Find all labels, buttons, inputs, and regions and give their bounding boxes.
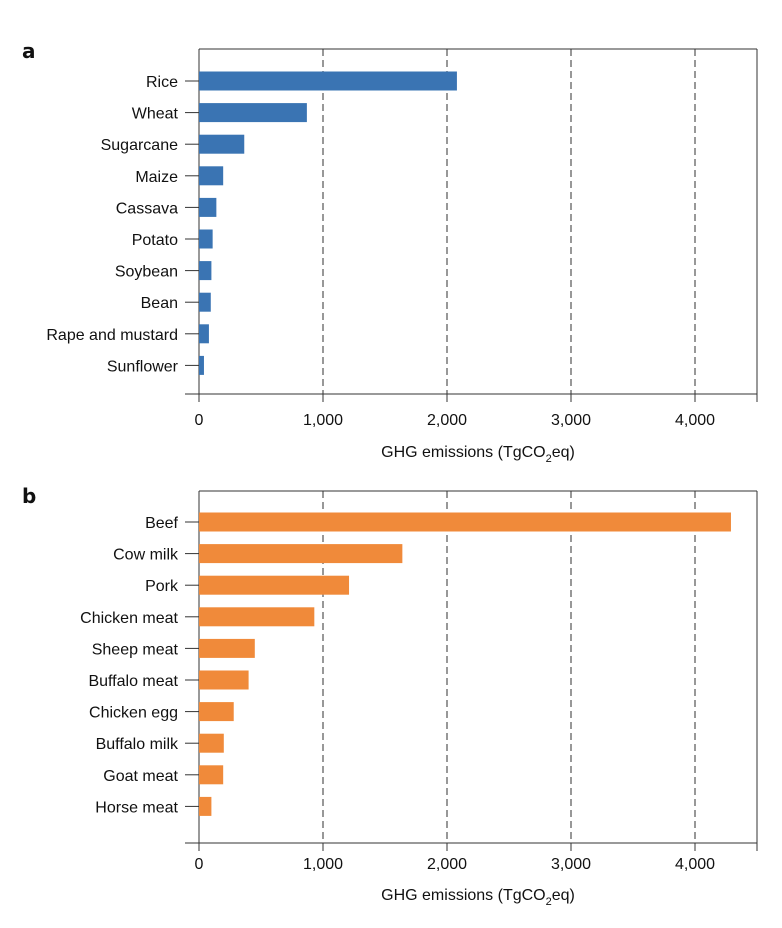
b-bar-1 [199, 544, 403, 564]
panel-b-chart: b 0 1,000 2,000 3,000 4,000 Beef Cow milk Pork C… [22, 484, 758, 908]
a-bar-8 [199, 324, 209, 344]
a-bar-7 [199, 292, 211, 312]
b-bar-7 [199, 733, 224, 753]
a-category-label-9: Sunflower [107, 358, 179, 375]
b-bar-5 [199, 670, 249, 690]
b-bar-0 [199, 512, 731, 532]
a-category-label-5: Potato [132, 232, 178, 249]
b-category-label-3: Chicken meat [80, 610, 178, 627]
b-bar-4 [199, 638, 255, 658]
b-category-label-7: Buffalo milk [96, 736, 179, 753]
b-bar-3 [199, 607, 315, 627]
b-category-label-2: Pork [145, 578, 179, 595]
a-bar-6 [199, 261, 212, 281]
b-category-label-9: Horse meat [95, 799, 178, 816]
b-bar-8 [199, 765, 224, 785]
b-x-axis-title-main: GHG emissions (TgCO [381, 887, 545, 904]
a-x-tick-label-1: 1,000 [303, 412, 343, 429]
a-category-label-4: Cassava [116, 200, 178, 217]
a-bar-9 [199, 355, 204, 375]
a-bar-2 [199, 134, 245, 154]
a-x-axis-title: GHG emissions (TgCO2eq) [381, 444, 575, 465]
b-x-tick-label-4: 4,000 [675, 856, 715, 873]
b-x-tick-label-2: 2,000 [427, 856, 467, 873]
b-x-axis-title-tail: eq) [552, 887, 575, 904]
a-x-tick-label-0: 0 [195, 412, 204, 429]
b-x-tick-label-3: 3,000 [551, 856, 591, 873]
b-bar-6 [199, 702, 234, 722]
a-x-axis-title-main: GHG emissions (TgCO [381, 444, 545, 461]
a-bar-0 [199, 71, 457, 91]
a-bar-4 [199, 197, 217, 217]
panel-b-letter: b [22, 484, 36, 508]
a-bar-5 [199, 229, 213, 249]
b-x-tick-label-1: 1,000 [303, 856, 343, 873]
a-x-axis-title-sub: 2 [546, 453, 552, 465]
a-category-label-0: Rice [146, 74, 178, 91]
a-x-tick-label-4: 4,000 [675, 412, 715, 429]
b-category-label-4: Sheep meat [92, 641, 179, 658]
a-category-label-2: Sugarcane [101, 137, 178, 154]
b-x-tick-label-0: 0 [195, 856, 204, 873]
a-category-label-3: Maize [135, 169, 178, 186]
a-x-axis-title-tail: eq) [552, 444, 575, 461]
b-category-label-8: Goat meat [103, 768, 178, 785]
a-category-label-1: Wheat [132, 106, 179, 123]
a-category-label-8: Rape and mustard [46, 327, 178, 344]
a-bar-1 [199, 103, 307, 123]
b-category-label-1: Cow milk [113, 547, 179, 564]
a-x-tick-label-3: 3,000 [551, 412, 591, 429]
a-category-label-6: Soybean [115, 264, 178, 281]
a-category-label-7: Bean [141, 295, 178, 312]
a-bar-3 [199, 166, 224, 186]
b-x-axis-title-sub: 2 [546, 896, 552, 908]
b-category-label-5: Buffalo meat [88, 673, 178, 690]
b-category-label-0: Beef [145, 515, 178, 532]
b-bar-9 [199, 796, 212, 816]
b-bar-2 [199, 575, 350, 595]
b-x-axis-title: GHG emissions (TgCO2eq) [381, 887, 575, 908]
b-category-label-6: Chicken egg [89, 705, 178, 722]
a-x-tick-label-2: 2,000 [427, 412, 467, 429]
panel-a-letter: a [22, 39, 36, 63]
panel-a-chart: a 0 1,000 2,000 3,000 4,000 Rice Wheat Sugarcan… [22, 39, 758, 465]
